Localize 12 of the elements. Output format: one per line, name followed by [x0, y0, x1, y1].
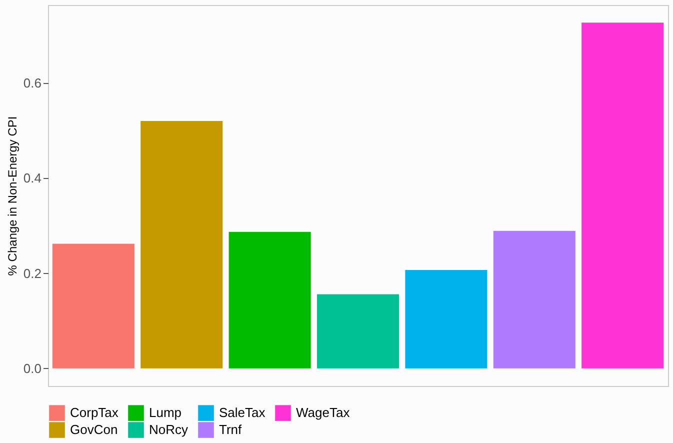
- legend-label: Lump: [149, 405, 182, 420]
- y-tick-label: 0.2: [23, 266, 42, 281]
- legend-label: GovCon: [70, 422, 118, 437]
- y-axis-title: % Change in Non-Energy CPI: [5, 116, 20, 276]
- legend-label: WageTax: [296, 405, 350, 420]
- legend-label: CorpTax: [70, 405, 119, 420]
- legend-label: SaleTax: [219, 405, 266, 420]
- y-tick-label: 0.0: [23, 360, 42, 376]
- y-tick-label: 0.4: [23, 170, 42, 186]
- y-tick-label: 0.6: [23, 76, 42, 91]
- legend-label: Trnf: [219, 422, 242, 437]
- legend-label: NoRcy: [149, 422, 189, 437]
